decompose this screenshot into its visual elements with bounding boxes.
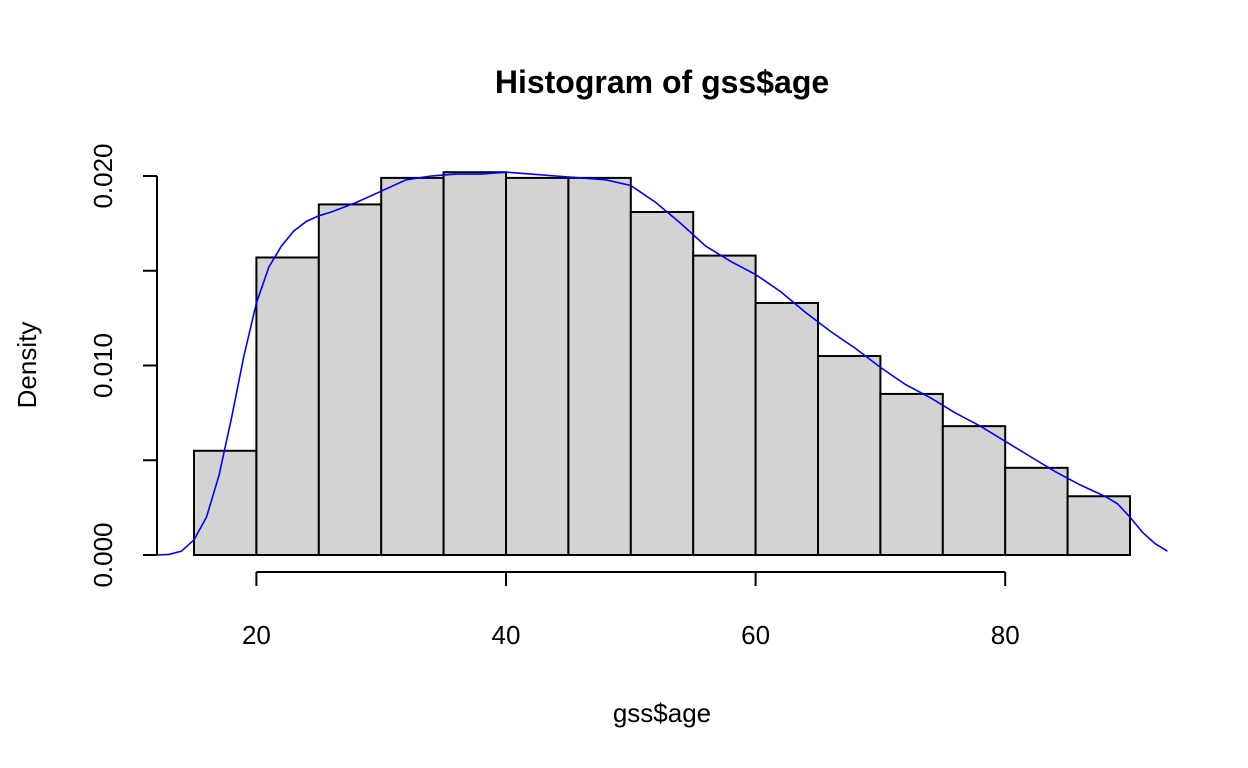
- histogram-bar-6: [567, 176, 632, 557]
- y-axis: 0.000 0.010 0.020: [88, 143, 158, 588]
- histogram-bar-11: [879, 392, 944, 556]
- x-axis: 20 40 60 80: [242, 571, 1020, 650]
- y-tick-label: 0.000: [88, 522, 118, 587]
- density-curve: [156, 171, 1168, 556]
- histogram-bar-9: [754, 301, 819, 556]
- x-tick-label: 80: [991, 620, 1020, 650]
- histogram-bar-5: [505, 176, 570, 557]
- histogram-bars: [193, 171, 1131, 557]
- histogram-bar-1: [255, 256, 320, 556]
- chart-title: Histogram of gss$age: [495, 64, 829, 100]
- histogram-bar-4: [442, 171, 508, 557]
- y-axis-label: Density: [12, 322, 42, 409]
- histogram-bar-2: [317, 203, 383, 557]
- histogram-bar-10: [817, 355, 882, 556]
- histogram-bar-3: [380, 176, 445, 557]
- x-tick-label: 20: [242, 620, 271, 650]
- histogram-bar-7: [629, 211, 695, 556]
- x-tick-label: 60: [741, 620, 770, 650]
- histogram-bar-8: [692, 254, 757, 556]
- x-axis-label: gss$age: [613, 698, 711, 728]
- y-tick-label: 0.020: [88, 143, 118, 208]
- histogram-bar-13: [1004, 466, 1069, 556]
- histogram-bar-0: [193, 449, 258, 556]
- x-tick-label: 40: [492, 620, 521, 650]
- histogram-bar-14: [1066, 495, 1131, 557]
- histogram-bar-12: [941, 425, 1007, 557]
- y-tick-label: 0.010: [88, 333, 118, 398]
